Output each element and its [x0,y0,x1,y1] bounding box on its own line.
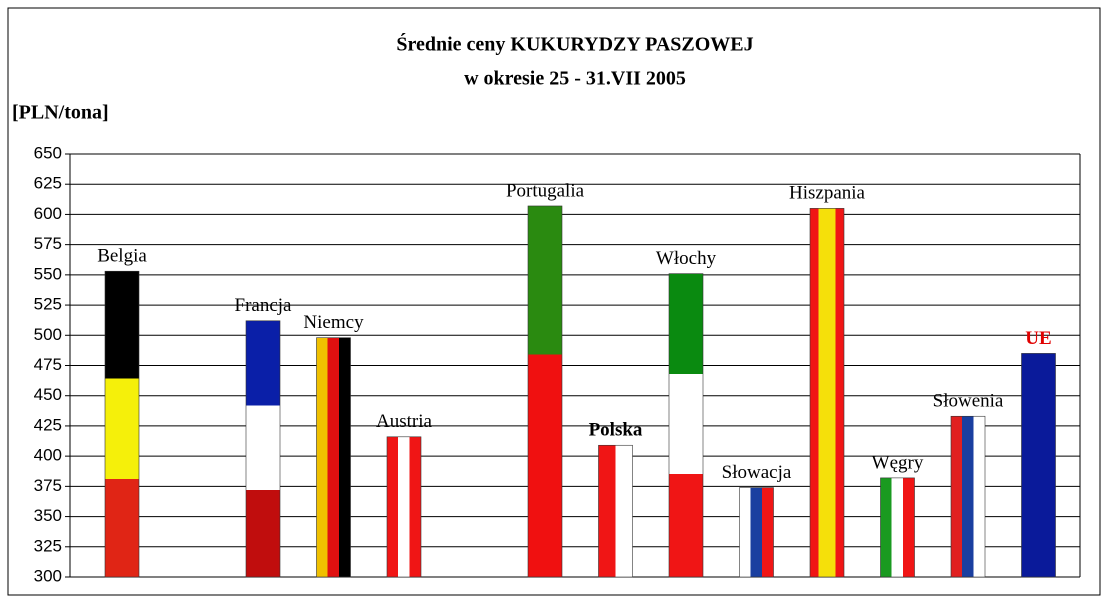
bar [1021,353,1056,578]
y-tick-label: 500 [34,325,62,344]
bar [527,205,563,578]
bar-label: Austria [376,411,433,432]
bar [668,273,704,578]
bar-label: Włochy [656,248,717,269]
y-tick-label: 400 [34,446,62,465]
bar-label: Polska [589,420,643,441]
bar-label: Słowenia [933,391,1004,412]
y-tick-label: 600 [34,204,62,223]
bar-label: Słowacja [722,462,792,483]
bar-label: Portugalia [506,180,585,201]
chart-title: Średnie ceny KUKURYDZY PASZOWEJ [396,32,753,56]
bar-label: Niemcy [303,312,364,333]
bar [739,487,774,578]
bar [104,270,140,578]
y-tick-label: 450 [34,385,62,404]
bar-label: Węgry [872,452,924,473]
y-tick-label: 425 [34,415,62,434]
y-tick-label: 300 [34,566,62,585]
y-tick-label: 550 [34,264,62,283]
bar [598,444,633,578]
bar [386,436,422,578]
bar-label: Belgia [97,246,147,267]
y-tick-label: 625 [34,174,62,193]
y-tick-label: 375 [34,476,62,495]
bar [880,477,915,578]
y-tick-label: 575 [34,234,62,253]
bar-label: Francja [235,295,293,316]
y-tick-label: 475 [34,355,62,374]
y-tick-label: 525 [34,295,62,314]
bar-label: Hiszpania [789,183,866,204]
bar [950,415,986,578]
bar [809,208,845,578]
bar-label: UE [1025,328,1051,349]
y-tick-label: 350 [34,506,62,525]
y-axis-label: [PLN/tona] [12,102,109,124]
y-tick-label: 650 [34,143,62,162]
bar [245,320,281,578]
bar [316,337,351,578]
y-tick-label: 325 [34,536,62,555]
chart-subtitle: w okresie 25 - 31.VII 2005 [464,68,686,90]
